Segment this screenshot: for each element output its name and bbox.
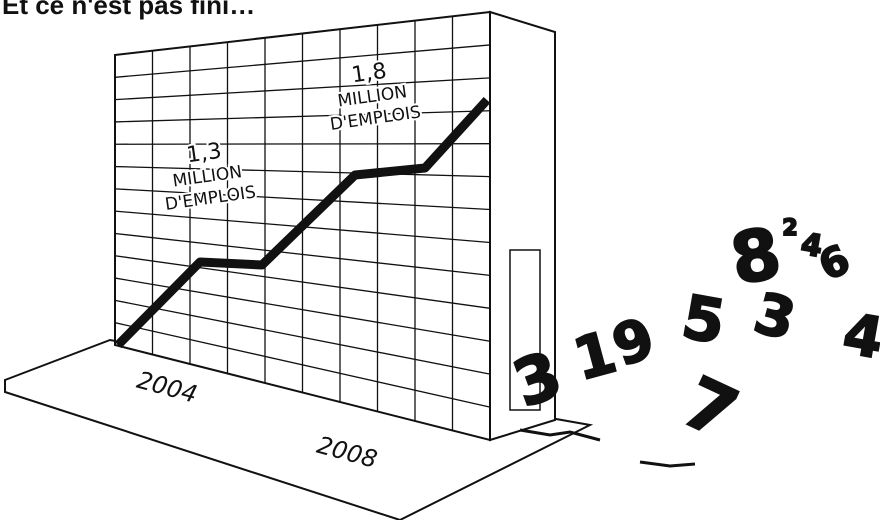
flying-digit: 2 [782,216,797,241]
annotation-line: 1,3 [185,139,223,169]
flying-digit: 7 [671,361,750,456]
drawing: 1,3MILLIOND'EMPLOIS1,8MILLIOND'EMPLOIS20… [0,0,880,520]
flying-digit: 4 [838,301,880,372]
grid-line [115,144,490,145]
flying-digit: 5 [677,282,730,358]
cartoon: Et ce n'est pas fini… 1,3MILLIOND'EMPLOI… [0,0,880,520]
annotation-line: 1,8 [350,59,388,89]
shadow [520,430,695,466]
